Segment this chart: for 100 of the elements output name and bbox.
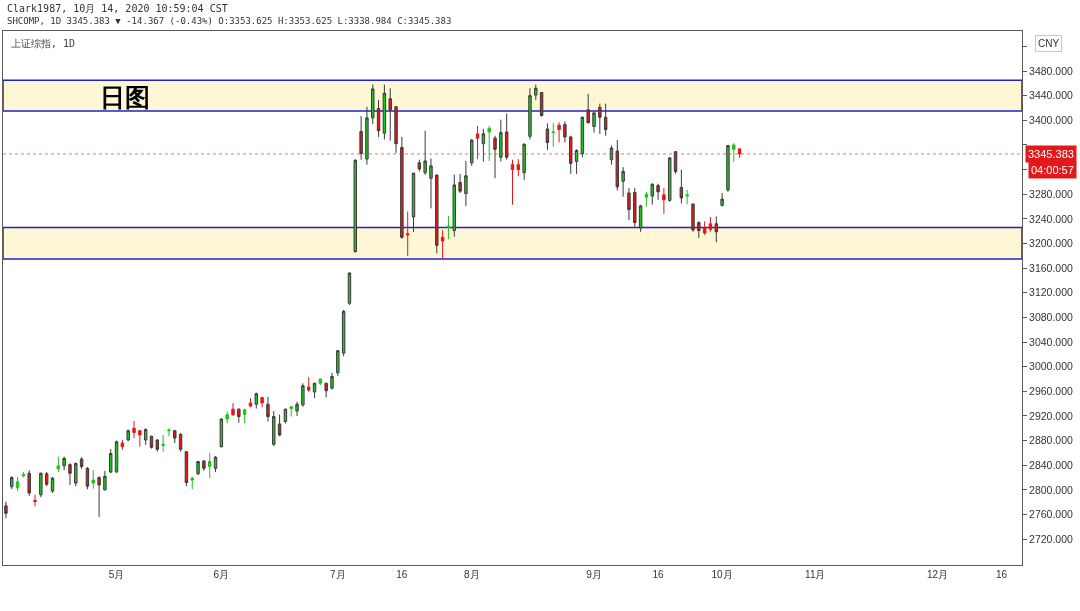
candlestick bbox=[260, 396, 264, 408]
candlestick bbox=[295, 401, 299, 417]
candlestick bbox=[522, 142, 526, 181]
candlestick bbox=[685, 189, 689, 205]
candlestick bbox=[458, 173, 462, 194]
candlestick bbox=[207, 452, 212, 479]
candlestick bbox=[452, 174, 456, 238]
candlestick bbox=[400, 136, 404, 240]
candlestick bbox=[359, 115, 363, 161]
candlestick bbox=[85, 466, 90, 490]
candlestick bbox=[143, 427, 148, 446]
candlestick bbox=[336, 350, 340, 377]
y-tick-label: 3480.000 bbox=[1029, 64, 1074, 77]
candlestick bbox=[120, 439, 125, 451]
candlestick bbox=[545, 122, 550, 151]
candlestick bbox=[394, 105, 398, 154]
candlestick bbox=[289, 405, 293, 418]
candlestick bbox=[97, 475, 101, 518]
candlestick bbox=[499, 119, 503, 163]
x-tick-label: 10月 bbox=[711, 569, 733, 580]
candlestick bbox=[161, 434, 165, 453]
candlestick bbox=[528, 87, 532, 140]
candlestick bbox=[563, 121, 567, 143]
candlestick bbox=[732, 142, 736, 163]
candlestick bbox=[79, 456, 84, 470]
candlestick bbox=[592, 111, 596, 134]
candlestick bbox=[138, 429, 142, 448]
candlestick bbox=[557, 121, 561, 143]
candlestick bbox=[190, 476, 194, 490]
y-tick-label: 3400.000 bbox=[1029, 113, 1074, 126]
x-tick-label: 16 bbox=[652, 569, 665, 580]
candlestick bbox=[341, 309, 346, 357]
candlestick bbox=[231, 402, 235, 417]
candlestick bbox=[504, 113, 509, 161]
candlestick bbox=[638, 204, 643, 233]
candlestick bbox=[435, 174, 439, 254]
y-tick-label: 3120.000 bbox=[1029, 286, 1074, 299]
candlestick bbox=[405, 210, 410, 257]
candlestick bbox=[213, 455, 218, 473]
candlestick bbox=[10, 475, 14, 490]
candlestick bbox=[487, 125, 491, 162]
candlestick bbox=[726, 144, 730, 193]
candlestick bbox=[4, 501, 8, 519]
candlestick bbox=[475, 125, 480, 160]
candlestick bbox=[656, 183, 660, 201]
candlestick bbox=[272, 410, 276, 447]
candlestick bbox=[132, 420, 136, 439]
candlestick bbox=[691, 202, 695, 233]
candlestick bbox=[609, 145, 614, 166]
y-tick-label: 2800.000 bbox=[1029, 483, 1074, 496]
y-tick-label: 3280.000 bbox=[1029, 187, 1074, 200]
candlestick bbox=[237, 408, 241, 424]
candlestick bbox=[598, 103, 602, 135]
candlestick bbox=[708, 216, 713, 233]
candlestick bbox=[627, 187, 631, 221]
candlestick bbox=[167, 427, 171, 437]
candlestick bbox=[39, 472, 43, 498]
candlestick bbox=[330, 372, 334, 390]
candlestick bbox=[15, 476, 20, 492]
candlestick bbox=[68, 462, 72, 486]
candlestick bbox=[219, 417, 224, 448]
candlestick bbox=[702, 220, 707, 236]
y-tick-label: 3440.000 bbox=[1029, 89, 1074, 102]
candlestick bbox=[382, 84, 387, 140]
annotation: 日图 bbox=[100, 83, 150, 111]
candlestick bbox=[429, 157, 433, 209]
candlestick bbox=[633, 187, 637, 228]
y-tick-label: 2840.000 bbox=[1029, 458, 1074, 471]
candlestick bbox=[109, 448, 113, 474]
y-tick-label: 3080.000 bbox=[1029, 311, 1074, 324]
candlestick bbox=[644, 191, 649, 208]
candlestick bbox=[155, 438, 160, 453]
candlestick bbox=[365, 106, 369, 166]
x-tick-label: 12月 bbox=[927, 569, 949, 580]
y-tick-label: 3160.000 bbox=[1029, 261, 1074, 274]
candlestick bbox=[574, 148, 579, 175]
candlestick bbox=[481, 128, 486, 163]
chart-subtitle: SHCOMP, 1D 3345.383 ▼ -14.367 (-0.43%) O:3353.625 H:3353.625 L:3338.984 C:3345.383 bbox=[7, 16, 452, 26]
x-tick-label: 16 bbox=[996, 569, 1008, 580]
candlestick bbox=[103, 470, 107, 491]
candlestick bbox=[440, 229, 445, 260]
y-tick-label: 3200.000 bbox=[1029, 237, 1074, 250]
candlestick bbox=[667, 156, 672, 203]
candlestick bbox=[551, 122, 555, 148]
candlestick bbox=[254, 392, 259, 410]
candlestick bbox=[242, 408, 247, 424]
candlestick bbox=[697, 220, 701, 239]
candlestick bbox=[388, 87, 392, 142]
annotation: 上证综指, 1D bbox=[11, 38, 76, 49]
candlestick bbox=[266, 396, 270, 422]
candlestick bbox=[91, 469, 95, 490]
y-tick-label: 3000.000 bbox=[1029, 360, 1074, 373]
candlestick bbox=[27, 469, 31, 497]
candlestick bbox=[470, 138, 474, 167]
text: 04:00:57 bbox=[1031, 164, 1074, 176]
candlestick bbox=[324, 382, 328, 398]
candlestick bbox=[615, 139, 620, 192]
candlestick bbox=[248, 397, 253, 408]
candlestick bbox=[62, 456, 66, 471]
candlestick bbox=[21, 471, 26, 479]
